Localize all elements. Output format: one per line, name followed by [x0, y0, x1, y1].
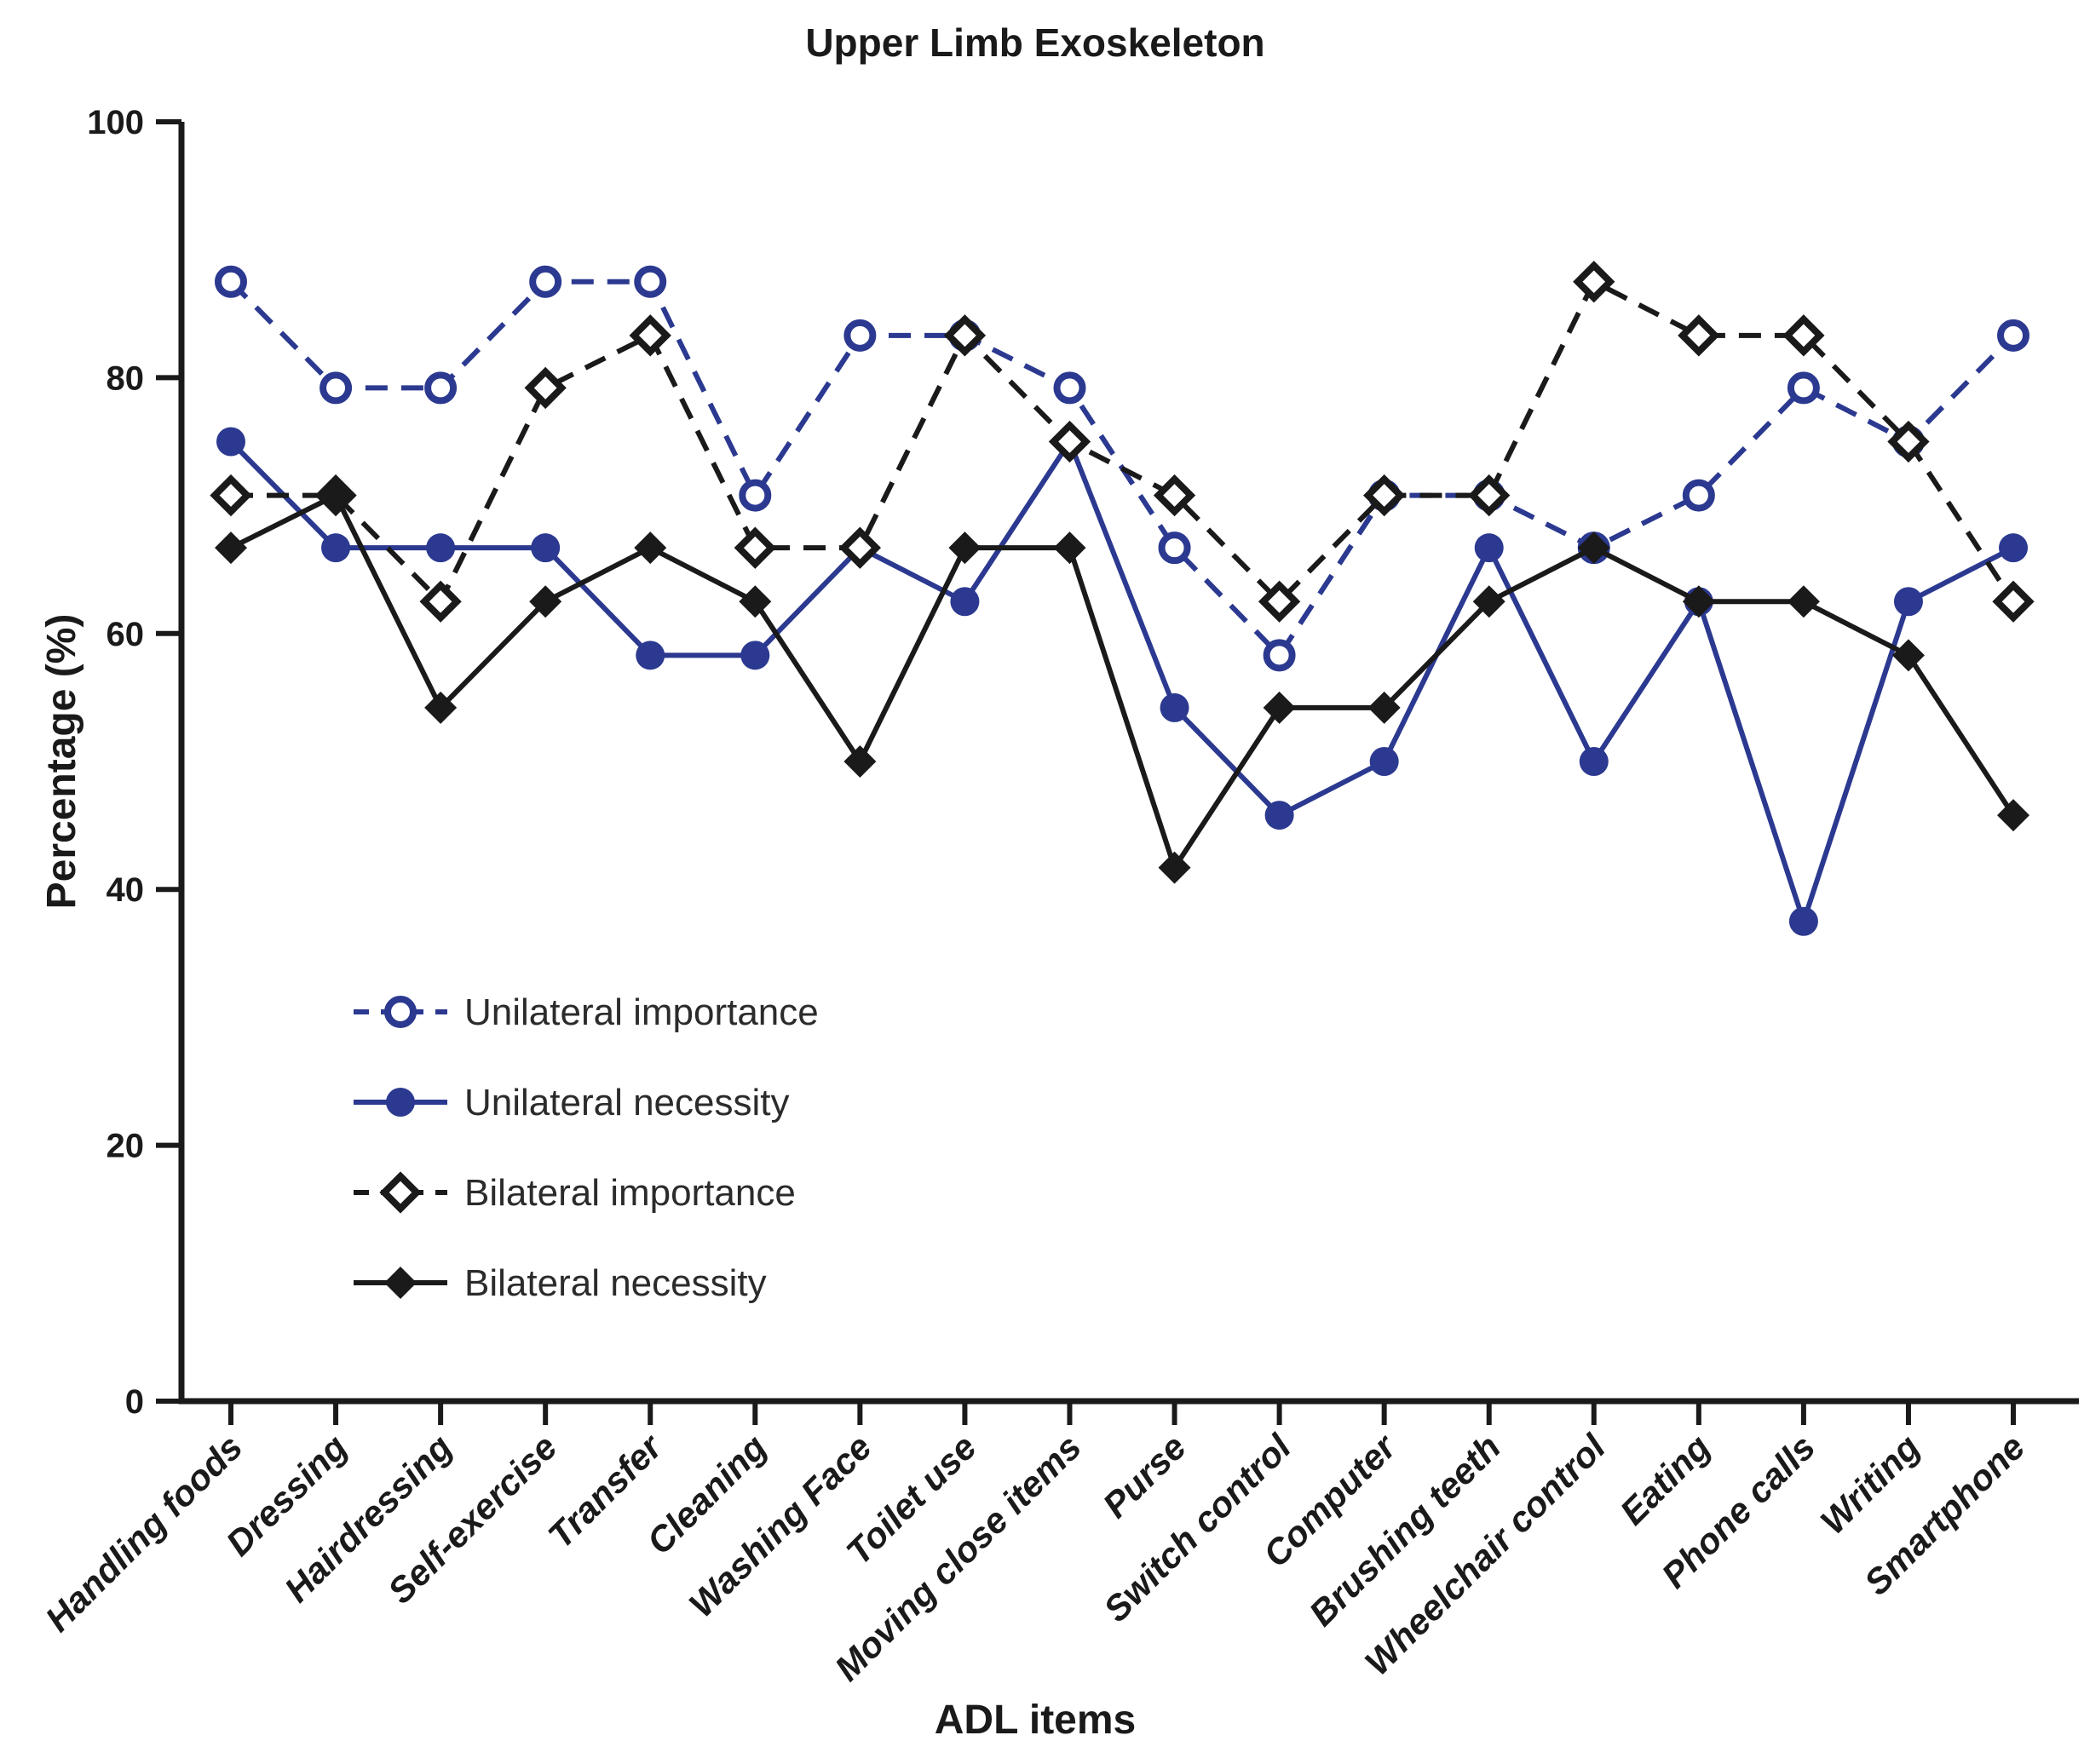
data-point-unilateral-importance — [739, 479, 772, 512]
data-point-bilateral-importance — [734, 526, 776, 569]
data-point-unilateral-importance — [1263, 639, 1296, 672]
data-point-bilateral-importance — [1153, 474, 1196, 517]
data-point-bilateral-necessity — [320, 479, 353, 512]
data-point-unilateral-necessity — [321, 533, 351, 563]
data-point-bilateral-importance — [838, 526, 882, 569]
data-point-bilateral-necessity — [424, 691, 458, 724]
data-point-unilateral-importance — [1682, 479, 1715, 512]
data-point-bilateral-necessity — [1891, 639, 1925, 672]
y-tick-label: 0 — [125, 1383, 144, 1421]
x-category-label: Purse — [1095, 1427, 1194, 1526]
x-category-label: Eating — [1612, 1427, 1718, 1532]
data-point-bilateral-necessity — [634, 531, 667, 565]
legend-marker-unilateral-importance — [384, 996, 417, 1028]
data-point-bilateral-importance — [943, 314, 987, 357]
data-point-bilateral-necessity — [1787, 585, 1820, 618]
data-point-bilateral-importance — [1363, 474, 1406, 517]
data-point-bilateral-necessity — [1577, 531, 1610, 565]
legend-label-bilateral-importance: Bilateral importance — [464, 1172, 796, 1214]
data-point-unilateral-importance — [634, 265, 667, 298]
x-category-label: Switch control — [1096, 1426, 1299, 1629]
legend-marker-bilateral-necessity — [384, 1267, 417, 1299]
data-point-unilateral-importance — [843, 319, 877, 352]
data-point-bilateral-importance — [629, 314, 671, 357]
data-point-unilateral-importance — [1997, 319, 2030, 352]
x-category-label: Brushing teeth — [1301, 1427, 1508, 1634]
data-point-bilateral-importance — [1258, 580, 1301, 623]
data-point-bilateral-importance — [524, 366, 567, 410]
data-point-bilateral-importance — [1992, 580, 2035, 623]
data-point-bilateral-necessity — [948, 531, 982, 565]
data-point-unilateral-importance — [215, 265, 247, 298]
legend-markers — [354, 996, 447, 1299]
data-point-bilateral-importance — [1887, 420, 1930, 463]
data-point-bilateral-importance — [210, 474, 252, 517]
data-point-unilateral-necessity — [1160, 692, 1189, 722]
data-point-bilateral-importance — [419, 580, 462, 623]
y-tick-label: 20 — [107, 1128, 145, 1165]
data-point-bilateral-necessity — [529, 585, 562, 618]
x-category-label: Handling foods — [37, 1427, 250, 1639]
data-point-bilateral-importance — [1782, 314, 1825, 357]
data-point-unilateral-importance — [529, 265, 562, 298]
data-point-bilateral-importance — [1048, 420, 1091, 463]
data-point-bilateral-importance — [1573, 261, 1615, 303]
data-point-bilateral-necessity — [843, 745, 877, 778]
data-point-unilateral-necessity — [950, 587, 980, 617]
data-point-unilateral-necessity — [1264, 801, 1294, 830]
legend-label-unilateral-necessity: Unilateral necessity — [464, 1082, 790, 1123]
series-line-unilateral-necessity — [228, 439, 2015, 924]
legend-label-unilateral-importance: Unilateral importance — [464, 991, 819, 1033]
x-axis-title: ADL items — [935, 1698, 1137, 1743]
data-point-bilateral-necessity — [1263, 691, 1296, 724]
data-point-unilateral-necessity — [1369, 747, 1399, 776]
data-point-unilateral-necessity — [216, 427, 245, 457]
data-point-unilateral-importance — [1158, 531, 1191, 565]
data-point-unilateral-importance — [1053, 371, 1086, 405]
data-point-bilateral-necessity — [1053, 531, 1086, 565]
data-point-unilateral-necessity — [1788, 906, 1818, 936]
legend-marker-bilateral-importance — [379, 1171, 422, 1214]
data-point-unilateral-necessity — [1579, 747, 1609, 776]
data-point-bilateral-importance — [1678, 314, 1720, 357]
y-tick-label: 60 — [107, 616, 145, 653]
y-tick-label: 100 — [87, 104, 144, 141]
legend-label-bilateral-necessity: Bilateral necessity — [464, 1262, 767, 1304]
data-point-unilateral-importance — [424, 371, 458, 405]
y-axis-title: Percentage (%) — [39, 614, 84, 910]
data-point-unilateral-necessity — [1474, 533, 1504, 563]
data-point-bilateral-necessity — [215, 531, 247, 565]
data-point-bilateral-necessity — [1367, 691, 1401, 724]
data-point-unilateral-necessity — [636, 641, 665, 670]
data-point-bilateral-necessity — [739, 585, 772, 618]
data-point-bilateral-necessity — [1682, 585, 1715, 618]
series-line-bilateral-necessity — [229, 492, 2016, 871]
data-point-unilateral-importance — [1787, 371, 1820, 405]
series-bilateral-necessity — [215, 479, 2030, 884]
data-point-bilateral-necessity — [1997, 799, 2030, 832]
data-point-unilateral-importance — [320, 371, 353, 405]
series-bilateral-importance — [210, 261, 2035, 623]
data-point-unilateral-necessity — [740, 641, 770, 670]
y-tick-label: 40 — [107, 871, 145, 909]
legend-marker-unilateral-necessity — [386, 1088, 415, 1117]
y-tick-label: 80 — [107, 359, 145, 397]
x-category-label: Washing Face — [681, 1427, 878, 1624]
chart-title: Upper Limb Exoskeleton — [805, 20, 1264, 65]
data-point-unilateral-necessity — [1999, 533, 2029, 563]
data-point-bilateral-necessity — [1472, 585, 1505, 618]
data-point-unilateral-necessity — [1893, 587, 1923, 617]
data-point-bilateral-importance — [1468, 474, 1511, 517]
data-point-unilateral-necessity — [426, 533, 456, 563]
legend: Unilateral importance Unilateral necessi… — [354, 991, 819, 1304]
data-point-bilateral-necessity — [1158, 851, 1191, 884]
data-point-unilateral-necessity — [531, 533, 561, 563]
